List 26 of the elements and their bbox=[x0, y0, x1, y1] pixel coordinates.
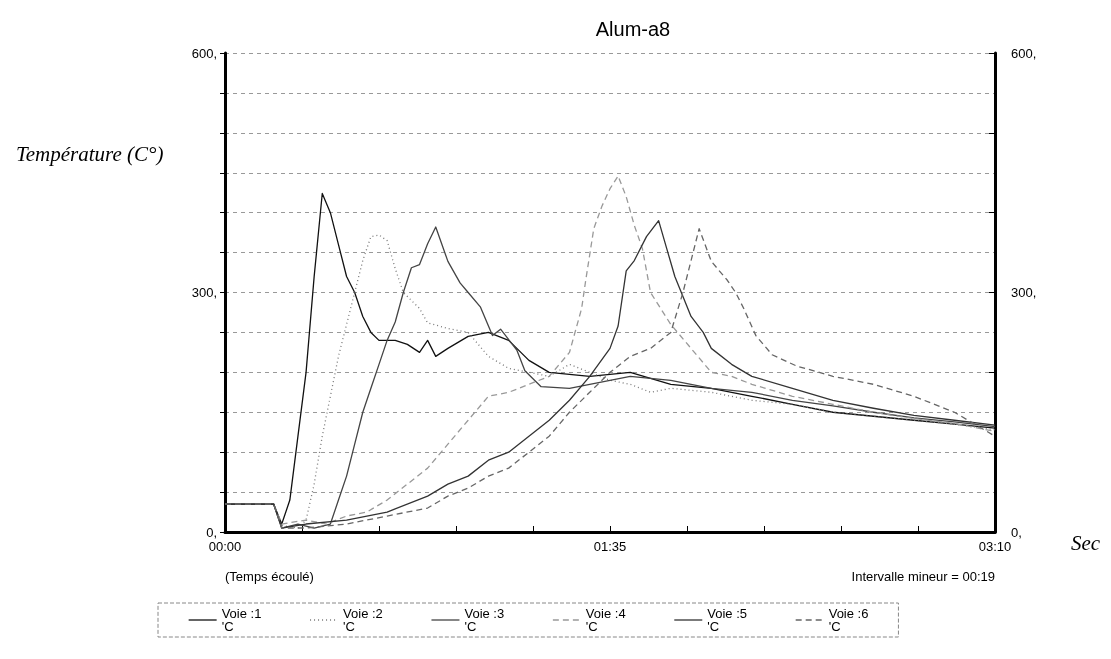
y2-tick-label: 300, bbox=[1011, 285, 1037, 300]
y-tick-label: 300, bbox=[191, 285, 217, 300]
text: 'C bbox=[585, 619, 598, 634]
legend-label: Voie :2 bbox=[343, 606, 383, 621]
y-tick-label: 0, bbox=[206, 524, 217, 540]
legend-label: Voie :3 bbox=[464, 606, 505, 621]
text: Sec bbox=[1071, 530, 1101, 555]
text: 'C bbox=[828, 619, 841, 634]
text: 'C bbox=[707, 619, 720, 634]
x-tick-label: 00:00 bbox=[208, 539, 242, 554]
text: 'C bbox=[464, 619, 477, 634]
legend-title: 'C bbox=[221, 619, 234, 634]
legend-label: Voie :6 bbox=[828, 606, 869, 621]
y-axis-title: Température (C°) bbox=[16, 141, 164, 166]
y2-tick-label: 0, bbox=[1011, 524, 1022, 540]
legend-label: Voie :1 bbox=[221, 606, 262, 621]
y2-tick-label: 600, bbox=[1011, 45, 1037, 61]
text: Intervalle mineur = 00:19 bbox=[851, 569, 996, 584]
x-tick-label: 03:10 bbox=[978, 539, 1012, 554]
y-tick-label: 600, bbox=[191, 45, 217, 61]
text: 'C bbox=[343, 619, 355, 634]
legend-label: Voie :5 bbox=[707, 606, 748, 621]
legend-label: Voie :4 bbox=[585, 606, 626, 621]
x-axis-title: (Temps écoulé) bbox=[225, 569, 314, 584]
chart-title: Alum-a8 bbox=[595, 18, 671, 40]
x-tick-label: 01:35 bbox=[593, 539, 627, 554]
